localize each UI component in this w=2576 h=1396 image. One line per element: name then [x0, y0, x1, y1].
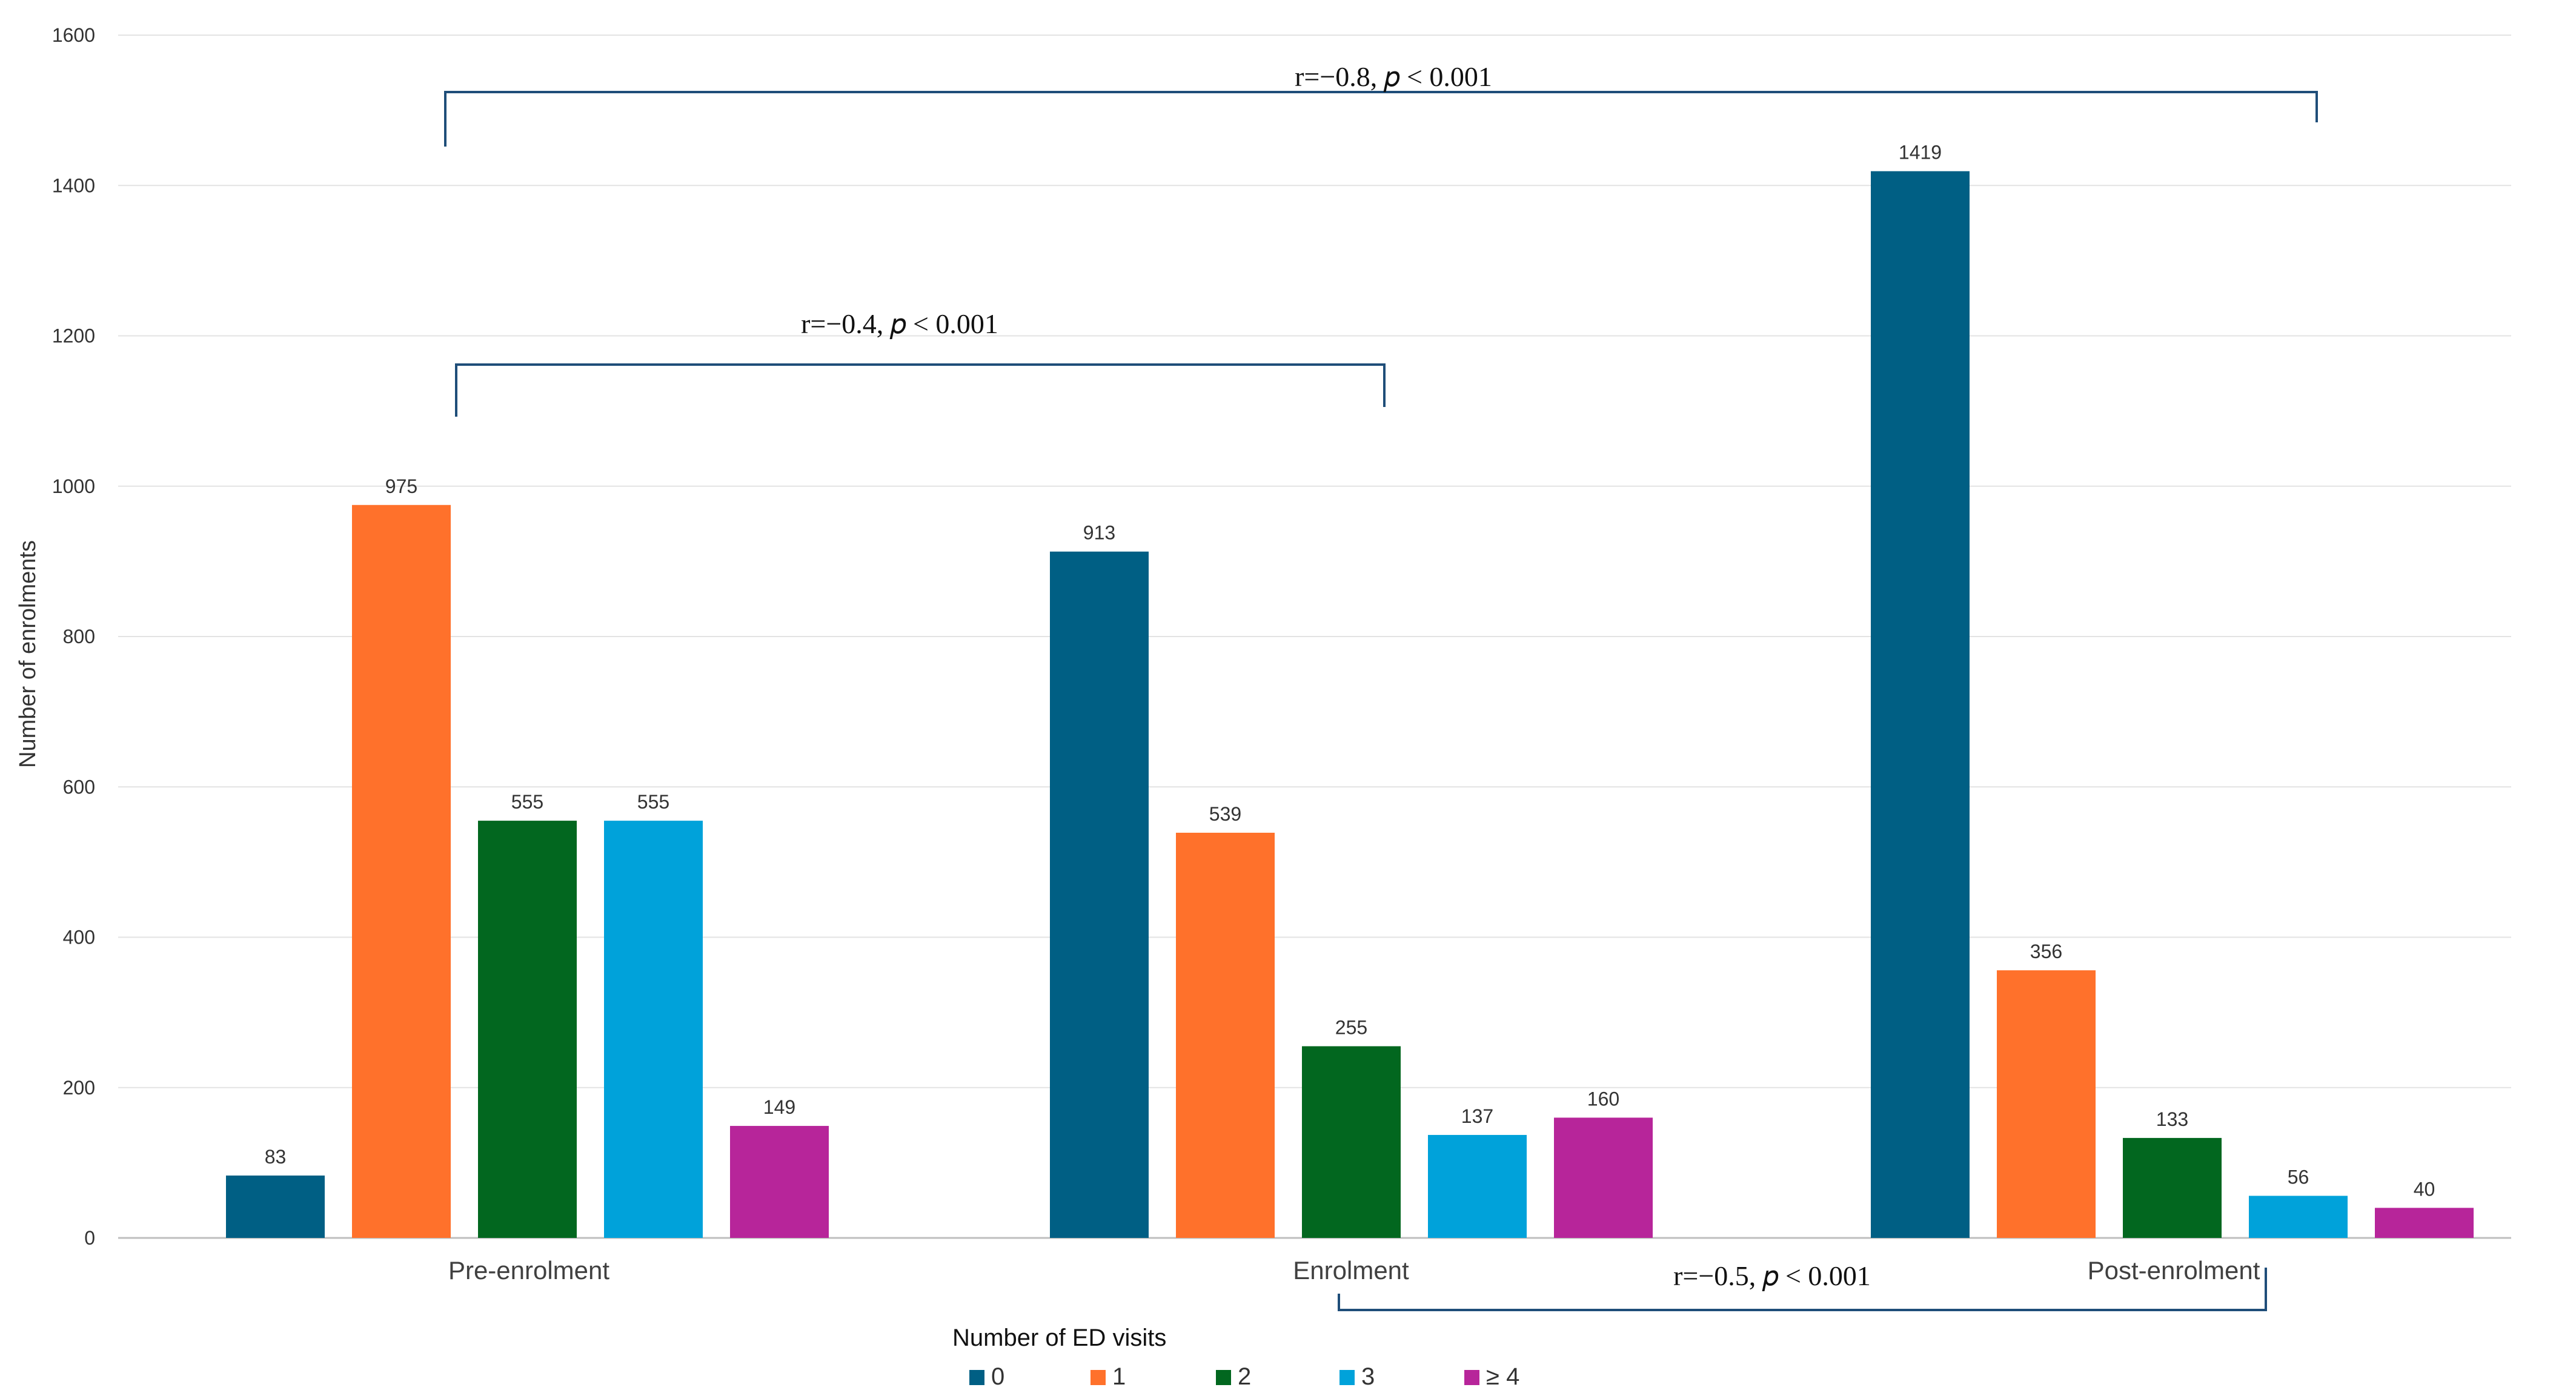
bar — [1554, 1117, 1653, 1238]
x-axis-categories: Pre-enrolment Enrolment Post-enrolment — [448, 1256, 2260, 1285]
correlation-annotation: r=−0.4, 𝑝 < 0.001 — [801, 308, 998, 340]
bar — [2375, 1208, 2474, 1238]
data-label: 913 — [1083, 522, 1115, 544]
significance-bracket — [444, 91, 2318, 147]
bar — [1176, 832, 1275, 1238]
data-label: 160 — [1587, 1088, 1619, 1110]
bar — [1871, 171, 1970, 1238]
bar — [1302, 1046, 1401, 1238]
y-tick-label: 200 — [63, 1077, 95, 1099]
bar — [2249, 1196, 2348, 1238]
y-tick-label: 0 — [84, 1227, 95, 1249]
bar — [226, 1175, 325, 1238]
x-category-label: Post-enrolment — [2088, 1256, 2260, 1285]
data-label: 133 — [2156, 1108, 2188, 1130]
y-tick-label: 1000 — [52, 475, 95, 497]
bar — [604, 821, 703, 1238]
y-axis-label: Number of enrolments — [15, 540, 41, 768]
data-label: 255 — [1335, 1016, 1367, 1038]
bar — [730, 1126, 829, 1238]
significance-bracket — [1338, 1268, 2267, 1311]
data-label: 555 — [511, 791, 543, 813]
legend-swatch — [1216, 1370, 1231, 1385]
y-tick-label: 1600 — [52, 24, 95, 46]
y-tick-label: 600 — [63, 776, 95, 798]
bar — [2123, 1137, 2222, 1238]
data-label: 56 — [2288, 1166, 2309, 1188]
data-label: 975 — [385, 475, 417, 497]
bar — [1428, 1134, 1527, 1238]
x-category-label: Pre-enrolment — [448, 1256, 609, 1285]
data-label: 83 — [265, 1146, 287, 1168]
data-label: 539 — [1209, 803, 1241, 825]
legend-swatch — [1339, 1370, 1355, 1385]
legend-swatch — [1464, 1370, 1479, 1385]
bars: 83 975 555 555 149 913 539 255 137 160 1419 356 133 5… — [226, 142, 2474, 1238]
data-label: 137 — [1461, 1105, 1493, 1127]
data-label: 356 — [2030, 941, 2062, 962]
correlation-annotation: r=−0.5, 𝑝 < 0.001 — [1673, 1260, 1871, 1292]
bar — [1050, 551, 1149, 1238]
data-label: 1419 — [1899, 142, 1942, 164]
correlation-annotation: r=−0.8, 𝑝 < 0.001 — [1295, 61, 1492, 93]
legend-title: Number of ED visits — [952, 1325, 1166, 1351]
legend-entry-label: 2 — [1238, 1363, 1251, 1390]
legend-entry-label: 0 — [991, 1363, 1004, 1390]
bar — [352, 504, 451, 1238]
y-tick-label: 1400 — [52, 174, 95, 196]
bar — [478, 821, 577, 1238]
y-tick-label: 1200 — [52, 325, 95, 347]
significance-annotations: r=−0.8, 𝑝 < 0.001 r=−0.4, 𝑝 < 0.001 r=−0.5… — [444, 61, 2318, 1311]
significance-bracket — [455, 363, 1386, 417]
y-tick-label: 800 — [63, 626, 95, 647]
data-label: 40 — [2414, 1178, 2435, 1200]
legend: Number of ED visits 0 1 2 3 ≥ 4 — [952, 1325, 1519, 1390]
data-label: 149 — [763, 1096, 795, 1118]
y-tick-label: 400 — [63, 927, 95, 948]
y-axis: 0 200 400 600 800 1000 1200 1400 1600 — [52, 24, 95, 1249]
legend-swatch — [1090, 1370, 1106, 1385]
legend-entry-label: 1 — [1112, 1363, 1126, 1390]
legend-swatch — [969, 1370, 984, 1385]
bar — [1997, 970, 2096, 1238]
x-category-label: Enrolment — [1293, 1256, 1409, 1285]
legend-entry-label: 3 — [1361, 1363, 1375, 1390]
data-label: 555 — [637, 791, 669, 813]
legend-entry-label: ≥ 4 — [1486, 1363, 1519, 1390]
